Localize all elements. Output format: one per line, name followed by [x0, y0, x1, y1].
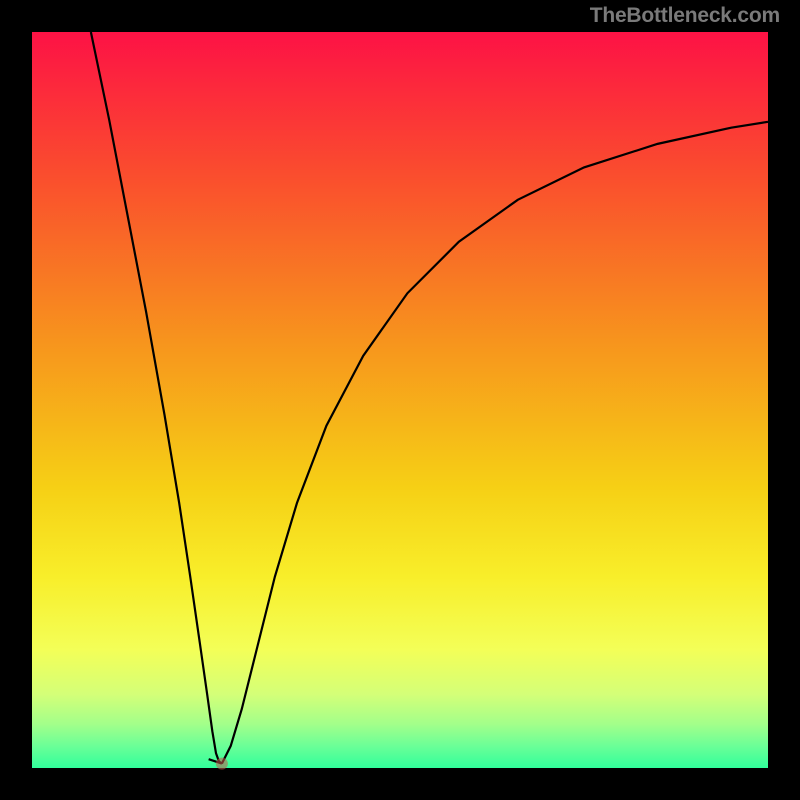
plot-area — [32, 32, 768, 768]
chart-container: TheBottleneck.com — [0, 0, 800, 800]
watermark-text: TheBottleneck.com — [590, 4, 780, 28]
